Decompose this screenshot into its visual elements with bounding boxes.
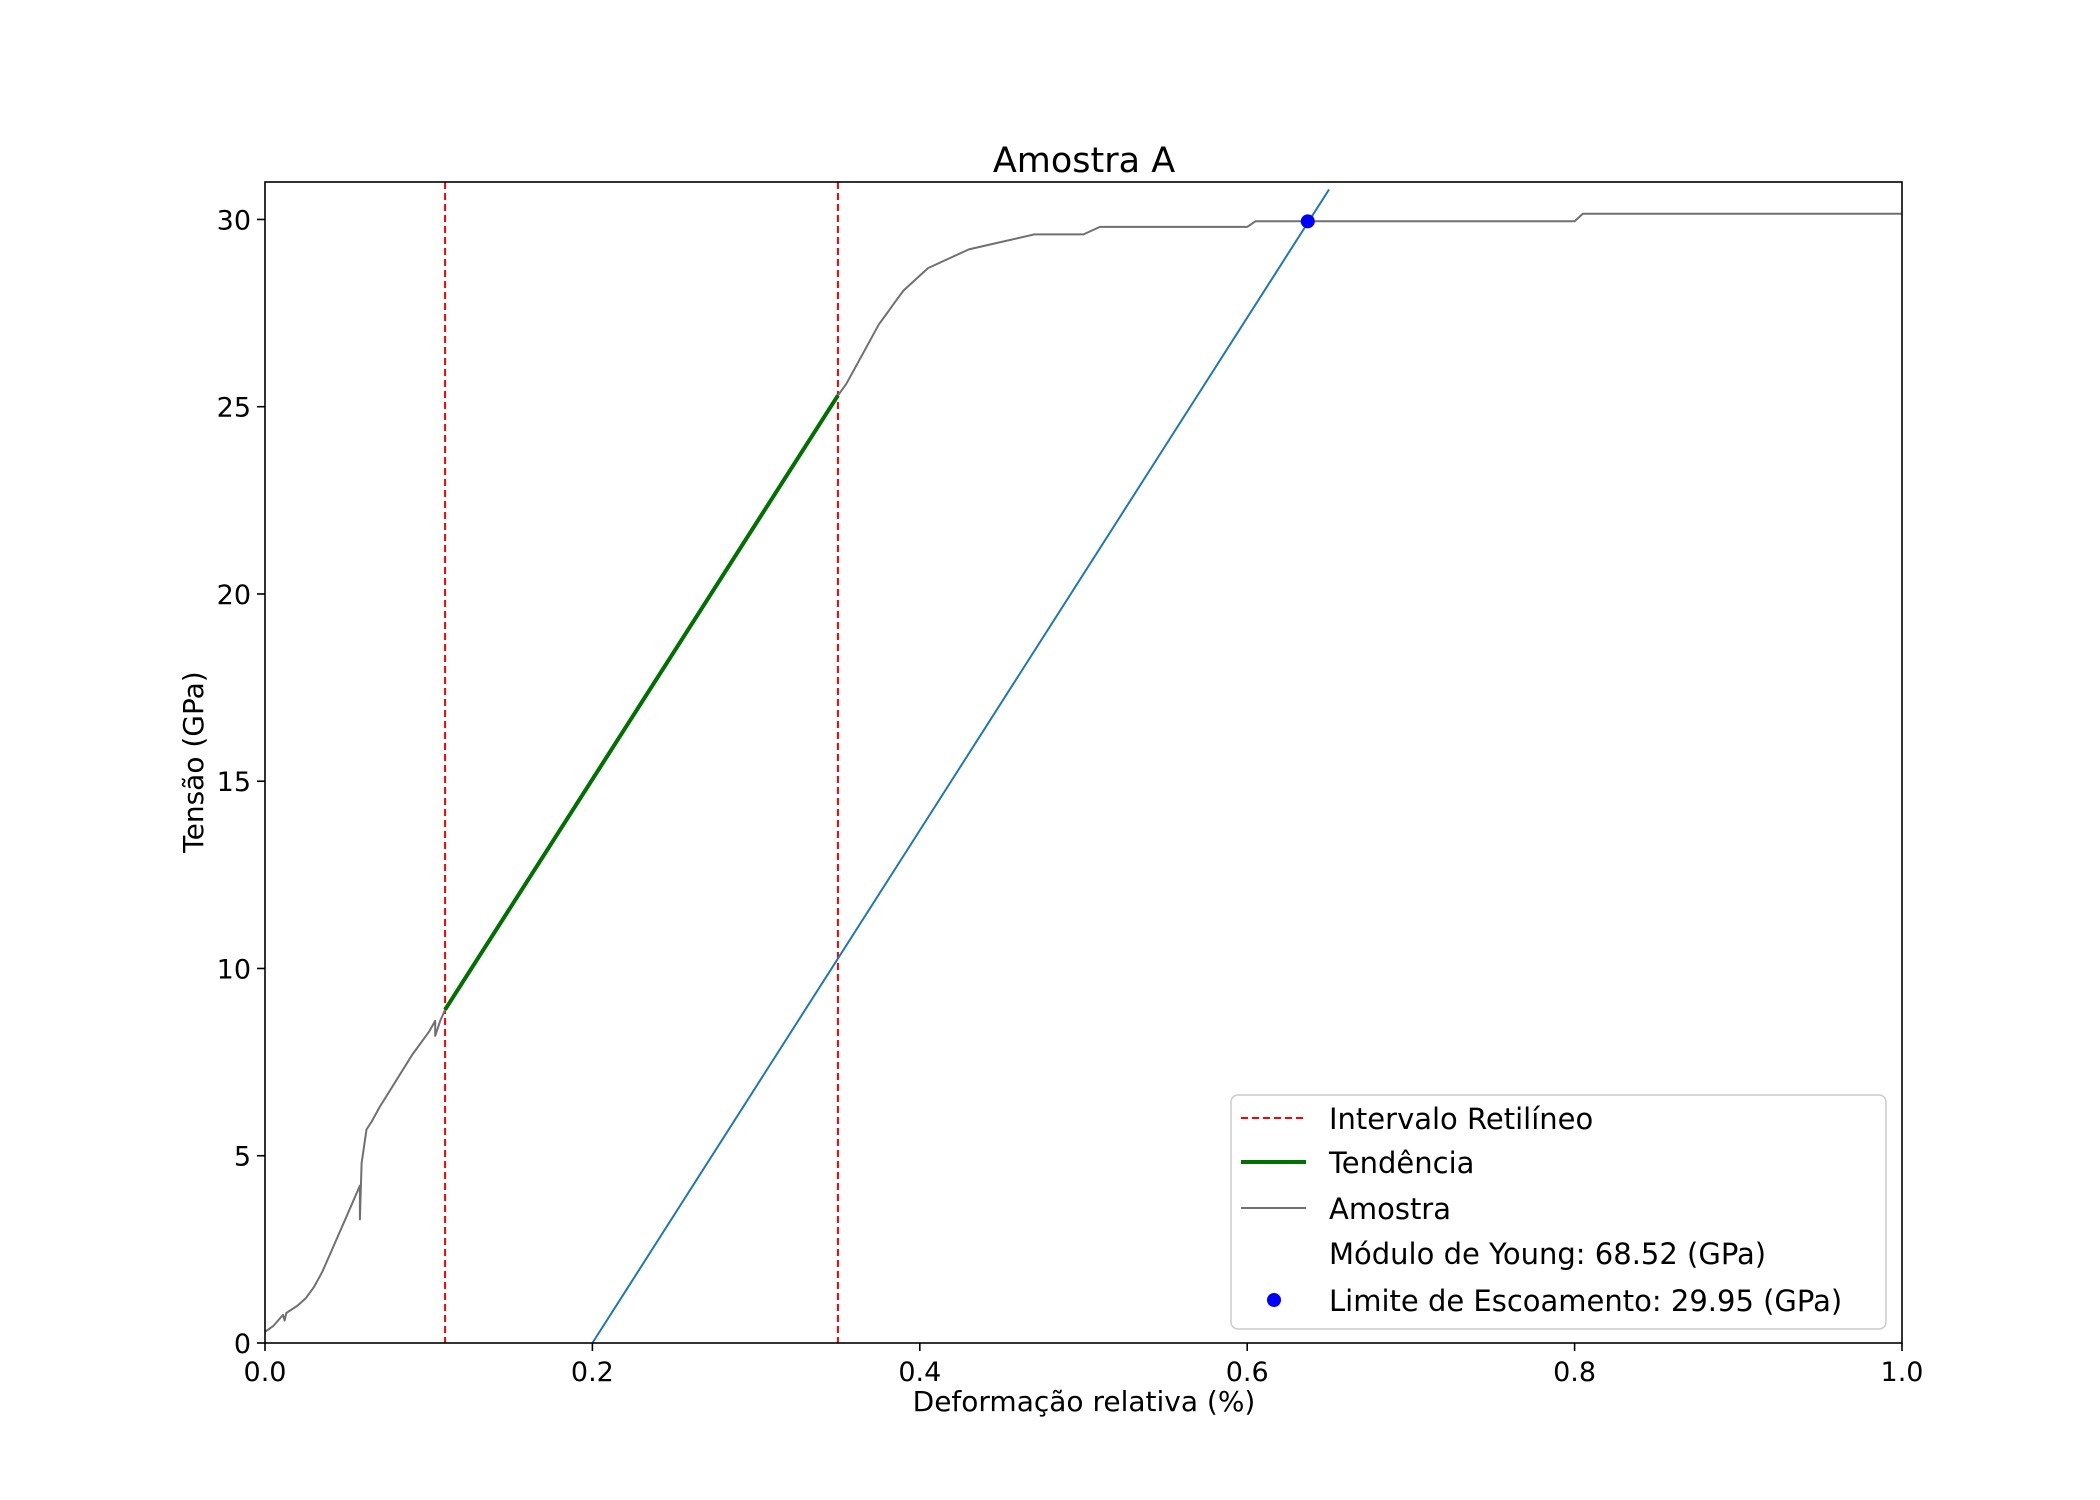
yield-point-marker [1300, 214, 1315, 229]
y-tick-label: 5 [234, 1142, 251, 1173]
plot-markers [1300, 214, 1315, 229]
x-tick-label: 0.2 [571, 1357, 614, 1388]
legend-amostra-label: Amostra [1329, 1192, 1451, 1226]
y-axis-ticks: 0 5 10 15 20 25 30 [217, 205, 265, 1360]
chart-title: Amostra A [993, 141, 1175, 181]
legend: Intervalo Retilíneo Tendência Amostra Mó… [1230, 1094, 1887, 1330]
plot-area [265, 182, 1902, 1343]
x-axis-ticks: 0.0 0.2 0.4 0.6 0.8 1.0 [244, 1343, 1924, 1388]
x-tick-label: 0.0 [244, 1357, 287, 1388]
legend-box [1230, 1094, 1887, 1330]
y-axis-label: Tensão (GPa) [177, 671, 210, 853]
legend-young-modulus-label: Módulo de Young: 68.52 (GPa) [1329, 1237, 1766, 1271]
x-tick-label: 0.4 [898, 1357, 941, 1388]
tendencia-series [443, 394, 840, 1011]
legend-tendencia-label: Tendência [1328, 1146, 1474, 1180]
y-tick-label: 20 [217, 580, 251, 611]
y-tick-label: 25 [217, 393, 251, 424]
legend-yield-point-swatch [1267, 1293, 1281, 1307]
y-tick-label: 30 [217, 205, 251, 236]
x-axis-label: Deformação relativa (%) [913, 1385, 1256, 1418]
x-tick-label: 1.0 [1881, 1357, 1924, 1388]
x-tick-label: 0.8 [1553, 1357, 1596, 1388]
y-tick-label: 0 [234, 1329, 251, 1360]
x-tick-label: 0.6 [1226, 1357, 1269, 1388]
y-tick-label: 15 [217, 767, 251, 798]
plot-frame [264, 181, 1903, 1344]
legend-yield-point-label: Limite de Escoamento: 29.95 (GPa) [1329, 1284, 1842, 1318]
legend-intervalo-label: Intervalo Retilíneo [1329, 1102, 1593, 1136]
y-tick-label: 10 [217, 954, 251, 985]
offset-line [591, 188, 1330, 1343]
amostra-series [265, 212, 1902, 1333]
